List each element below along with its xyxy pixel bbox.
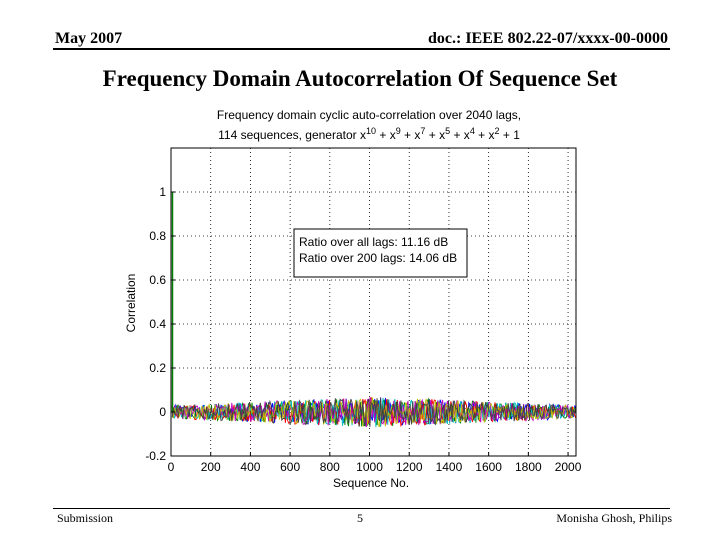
x-tick-label: 600 (280, 460, 300, 474)
x-tick-label: 1400 (436, 460, 463, 474)
axis-ticks: 0 200 400 600 800 1000 1200 1400 1600 1800 2000 -0.… (145, 185, 581, 474)
series-line (171, 398, 577, 427)
annotation-box (293, 228, 468, 278)
annotation-line1: Ratio over all lags: 11.16 dB (299, 235, 448, 249)
y-tick-label: 0.8 (149, 229, 166, 243)
x-tick-label: 1200 (396, 460, 423, 474)
x-tick-label: 800 (320, 460, 340, 474)
chart-title-line2: 114 sequences, generator x10 + x9 + x7 +… (218, 126, 520, 142)
y-tick-label: 0.6 (149, 273, 166, 287)
footer-submission: Submission (57, 511, 114, 525)
annotation-line2: Ratio over 200 lags: 14.06 dB (299, 251, 457, 265)
slide-title: Frequency Domain Autocorrelation Of Sequ… (102, 66, 618, 91)
header-date: May 2007 (55, 30, 123, 47)
footer-rule (53, 508, 670, 509)
x-tick-label: 200 (201, 460, 221, 474)
x-tick-label: 400 (240, 460, 260, 474)
header-doc-id: doc.: IEEE 802.22-07/xxxx-00-0000 (428, 30, 668, 47)
y-tick-label: 0 (159, 405, 166, 419)
x-tick-label: 1800 (515, 460, 542, 474)
y-tick-label: -0.2 (145, 449, 166, 463)
y-tick-label: 0.4 (149, 317, 166, 331)
y-axis-label: Correlation (124, 274, 138, 333)
x-tick-label: 2000 (555, 460, 582, 474)
footer-page-number: 5 (357, 511, 363, 525)
correlation-series (171, 192, 577, 428)
y-tick-label: 1 (159, 185, 166, 199)
x-tick-label: 1600 (475, 460, 502, 474)
x-axis-label: Sequence No. (333, 476, 409, 490)
footer-author: Monisha Ghosh, Philips (556, 511, 672, 525)
plot-frame (170, 147, 577, 457)
chart-title-line1: Frequency domain cyclic auto-correlation… (217, 108, 521, 122)
y-tick-label: 0.2 (149, 361, 166, 375)
x-tick-label: 1000 (356, 460, 383, 474)
header-rule (53, 48, 670, 50)
x-tick-label: 0 (168, 460, 175, 474)
